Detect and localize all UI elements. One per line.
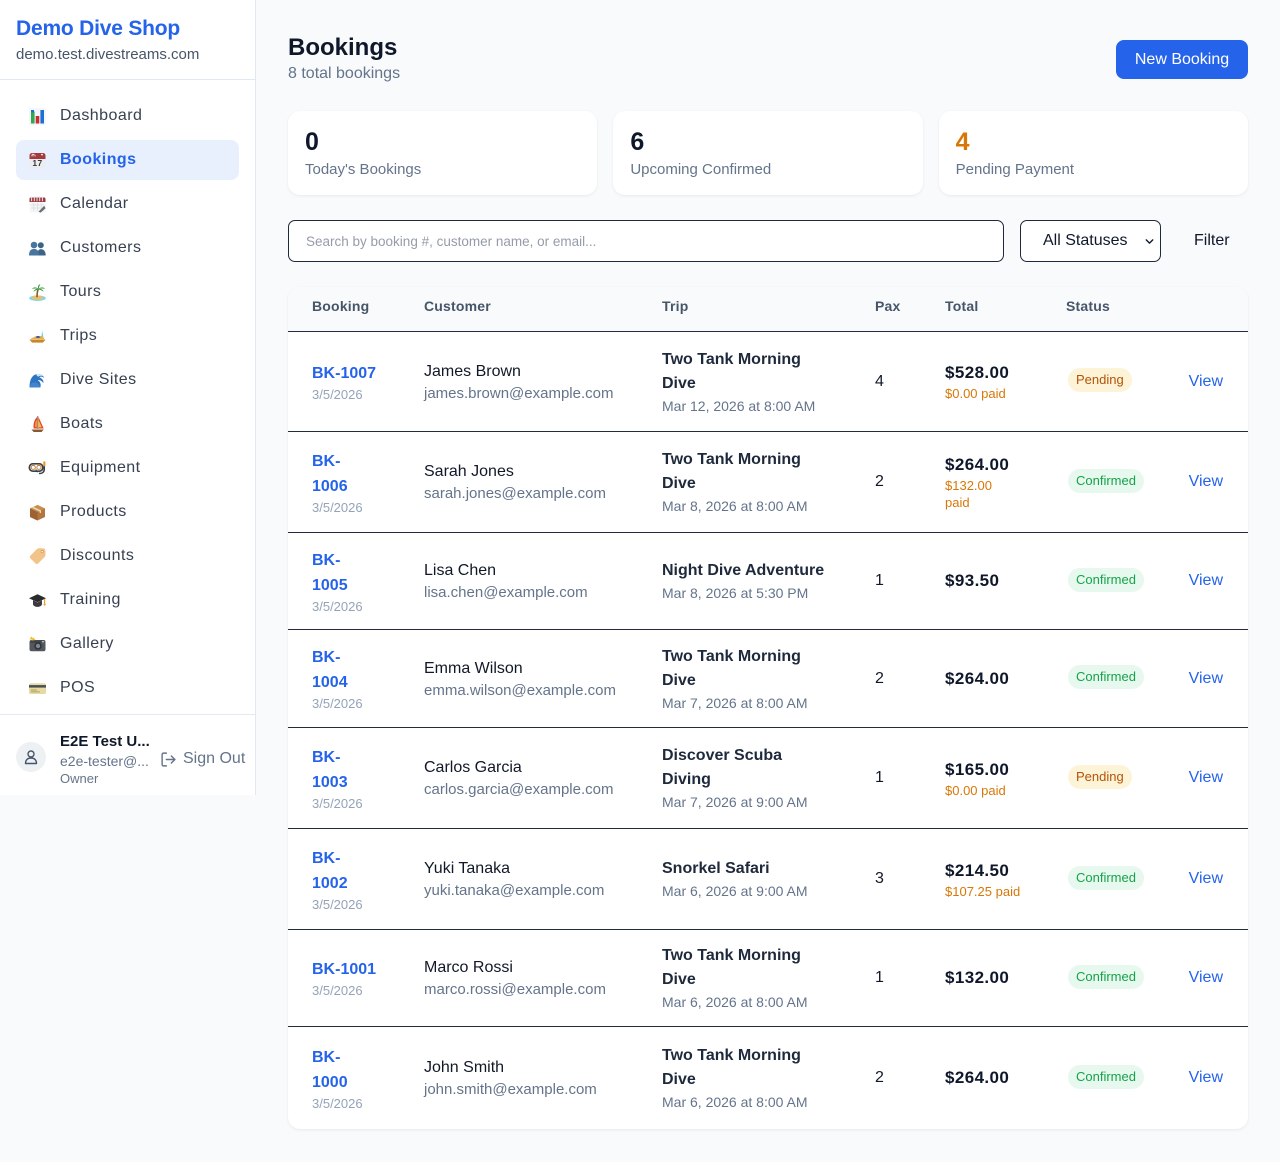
svg-text:17: 17	[32, 158, 42, 168]
